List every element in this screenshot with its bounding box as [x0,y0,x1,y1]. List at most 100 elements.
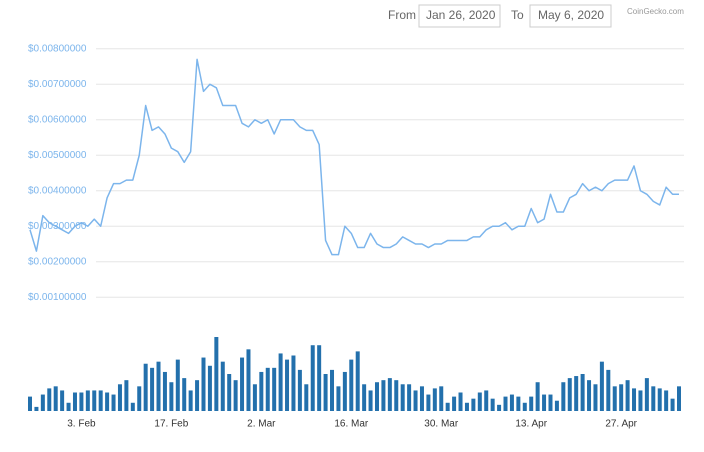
volume-bar [651,386,656,411]
volume-bar [413,390,418,411]
volume-bar [214,337,219,411]
volume-bar [72,392,77,411]
volume-bar [105,392,110,411]
volume-bar [471,398,476,411]
volume-bar [330,369,335,411]
volume-bar [297,369,302,411]
y-tick-label: $0.00800000 [28,43,87,54]
volume-bar [458,392,463,411]
volume-bar [336,386,341,411]
volume-bar [259,371,264,411]
brand: CoinGecko.com [627,7,684,16]
volume-bar [632,388,637,411]
volume-bar [169,382,174,411]
volume-bar [162,371,167,411]
volume-bar [644,378,649,411]
volume-bar [40,394,45,411]
volume-bar [310,345,315,411]
x-tick-label: 27. Apr [605,419,637,430]
x-tick-label: 30. Mar [424,419,459,430]
volume-bar [92,390,97,411]
volume-bar [28,396,32,411]
volume-bar [240,357,245,411]
volume-bar [587,380,592,411]
volume-bar [625,380,630,411]
y-tick-label: $0.00100000 [28,292,87,303]
volume-bar [670,398,675,411]
volume-bar [529,396,534,411]
volume-bar [265,367,270,411]
x-tick-label: 3. Feb [67,419,96,430]
volume-bar [60,390,65,411]
volume-bar [188,390,193,411]
volume-bar [439,386,444,411]
volume-bar [516,396,521,411]
volume-bar [381,380,386,411]
volume-bar [368,390,373,411]
volume-bar [85,390,90,411]
volume-bar [220,361,225,411]
volume-bar [490,398,495,411]
volume-bar [246,349,251,411]
y-tick-label: $0.00400000 [28,185,87,196]
volume-bar [677,386,681,411]
from-value[interactable]: Jan 26, 2020 [426,8,496,22]
volume-bar [47,388,52,411]
volume-bar [554,400,559,411]
volume-bar [355,351,360,411]
volume-bar [53,386,58,411]
y-tick-label: $0.00500000 [28,150,87,161]
y-tick-label: $0.00200000 [28,256,87,267]
volume-bar [124,380,129,411]
volume-bar [497,404,502,411]
volume-bar [535,382,540,411]
volume-bar [150,367,155,411]
volume-bar [195,380,200,411]
to-input[interactable] [529,4,612,28]
volume-bar [156,361,161,411]
x-tick-label: 17. Feb [154,419,188,430]
volume-bar [272,367,277,411]
volume-bar [612,386,617,411]
from-label: From [388,8,416,22]
volume-bar [503,396,508,411]
volume-bar [374,382,379,411]
volume-bar [66,402,71,411]
volume-bar [567,378,572,411]
volume-bar [407,384,412,411]
volume-bar [484,390,489,411]
volume-bar [79,392,84,411]
volume-bar [182,378,187,411]
volume-bar [278,353,283,411]
volume-bar [291,355,296,411]
volume-bar [657,388,662,411]
volume-bar [207,365,212,411]
x-tick-label: 16. Mar [334,419,369,430]
volume-bar [509,394,514,411]
volume-bar [542,394,547,411]
volume-bar [233,380,238,411]
volume-bar [317,345,322,411]
volume-bar [252,384,257,411]
volume-bar [362,384,367,411]
volume-bar [580,374,585,411]
volume-bar [548,394,553,411]
volume-bar [387,378,392,411]
volume-bar [227,374,232,411]
volume-bar [432,388,437,411]
volume-bar [130,402,135,411]
volume-bar [445,402,450,411]
volume-bar [342,371,347,411]
from-input[interactable] [418,4,501,28]
volume-bar [137,386,142,411]
volume-bar [111,394,116,411]
to-value[interactable]: May 6, 2020 [538,8,604,22]
volume-bar [619,384,624,411]
volume-bar [201,357,206,411]
volume-bar [574,376,579,411]
volume-bar [400,384,405,411]
volume-bar [98,390,103,411]
volume-bar [664,390,669,411]
price-line [29,58,679,256]
